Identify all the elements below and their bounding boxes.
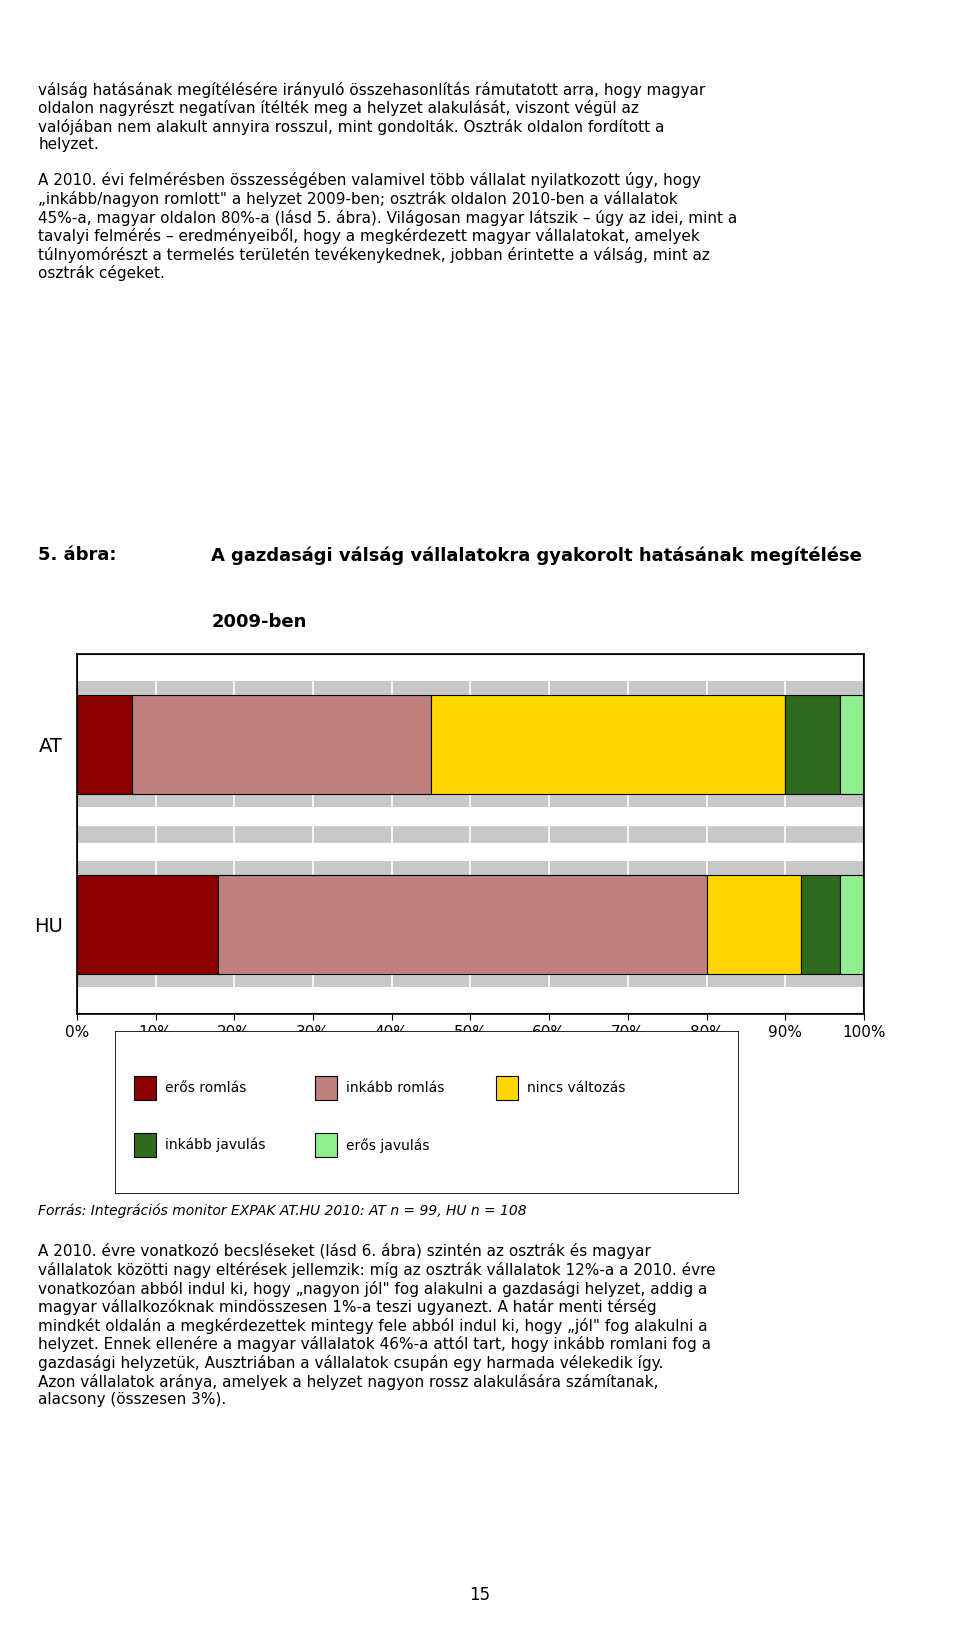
- Bar: [707, 875, 801, 973]
- Bar: [840, 875, 864, 973]
- Text: A gazdasági válság vállalatokra gyakorolt hatásának megítélése: A gazdasági válság vállalatokra gyakorol…: [211, 546, 862, 564]
- Bar: [77, 875, 219, 973]
- Bar: [315, 1132, 337, 1158]
- Bar: [77, 861, 864, 987]
- Bar: [801, 875, 840, 973]
- Text: erős javulás: erős javulás: [347, 1137, 429, 1153]
- Text: Forrás: Integrációs monitor EXPAK AT.HU 2010: AT n = 99, HU n = 108: Forrás: Integrációs monitor EXPAK AT.HU …: [38, 1204, 527, 1217]
- Text: inkább javulás: inkább javulás: [165, 1139, 266, 1152]
- Text: 2009-ben: 2009-ben: [211, 614, 306, 631]
- Bar: [133, 1076, 156, 1101]
- Bar: [785, 695, 840, 793]
- Bar: [840, 695, 864, 793]
- Text: 15: 15: [469, 1585, 491, 1605]
- Bar: [133, 1132, 156, 1158]
- Bar: [315, 1076, 337, 1101]
- Bar: [219, 875, 707, 973]
- Text: 5. ábra:: 5. ábra:: [38, 546, 117, 564]
- Text: válság hatásának megítélésére irányuló összehasonlítás rámutatott arra, hogy mag: válság hatásának megítélésére irányuló ö…: [38, 82, 737, 281]
- Text: inkább romlás: inkább romlás: [347, 1081, 444, 1094]
- Bar: [77, 695, 132, 793]
- Text: A 2010. évre vonatkozó becsléseket (lásd 6. ábra) szintén az osztrák és magyar
v: A 2010. évre vonatkozó becsléseket (lásd…: [38, 1243, 716, 1407]
- Text: nincs változás: nincs változás: [527, 1081, 625, 1094]
- Text: erős romlás: erős romlás: [165, 1081, 247, 1094]
- Bar: [495, 1076, 517, 1101]
- Bar: [77, 681, 864, 807]
- Bar: [431, 695, 785, 793]
- Bar: [132, 695, 431, 793]
